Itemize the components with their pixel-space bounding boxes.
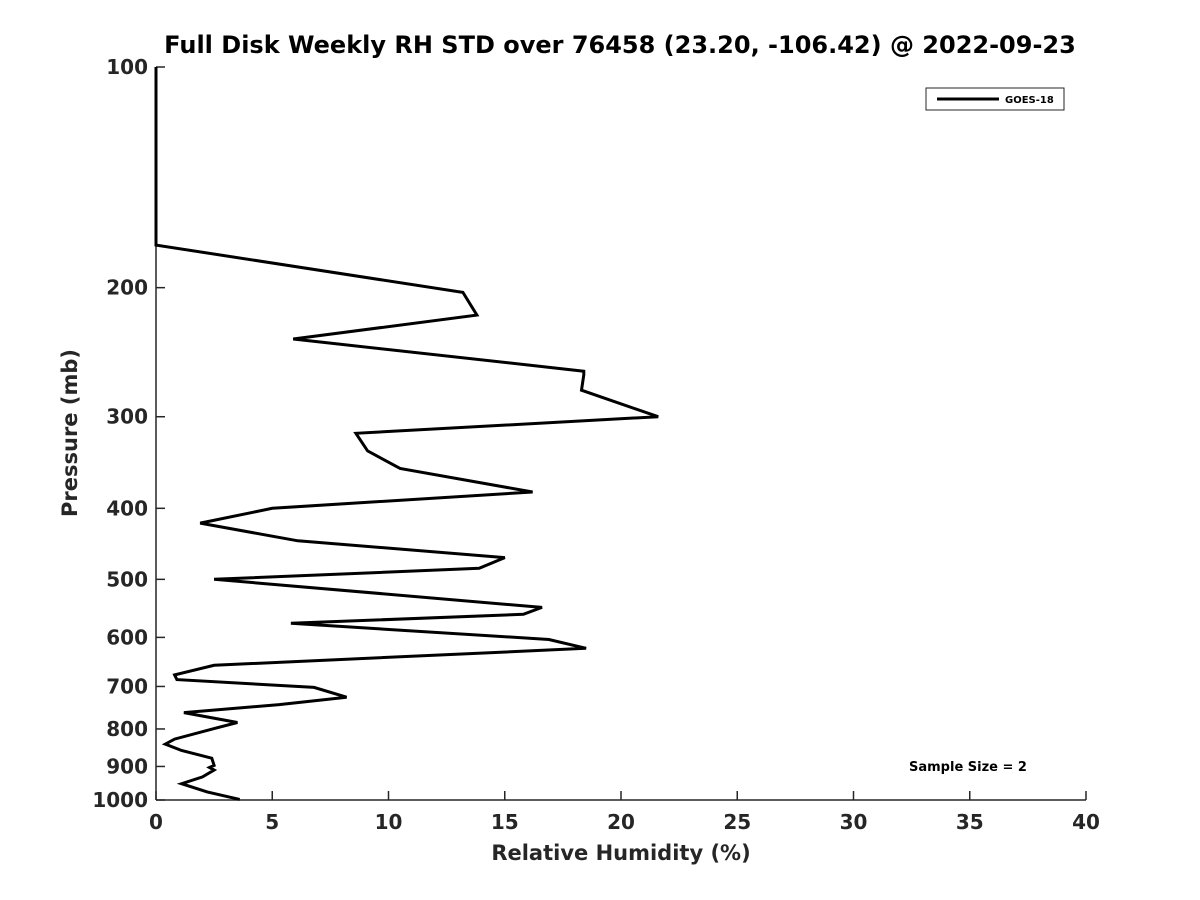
x-tick-label: 20 (607, 810, 635, 834)
x-tick-label: 10 (375, 810, 403, 834)
y-tick-label: 900 (106, 754, 148, 778)
chart-title: Full Disk Weekly RH STD over 76458 (23.2… (164, 31, 1076, 59)
y-tick-label: 500 (106, 567, 148, 591)
sample-size-annotation: Sample Size = 2 (909, 760, 1027, 775)
y-tick-label: 200 (106, 276, 148, 300)
legend-label-goes-18: GOES-18 (1005, 95, 1054, 106)
y-axis-ticks: 100 200 300 400 500 600 700 800 900 1000 (92, 55, 165, 812)
y-tick-label: 100 (106, 55, 148, 79)
y-tick-label: 1000 (92, 788, 148, 812)
axes (155, 67, 1086, 801)
y-axis-label: Pressure (mb) (58, 349, 82, 517)
series-layer (154, 67, 659, 801)
x-tick-label: 15 (491, 810, 519, 834)
x-axis-label: Relative Humidity (%) (491, 841, 750, 865)
y-tick-label: 300 (106, 405, 148, 429)
x-tick-label: 30 (840, 810, 868, 834)
y-tick-label: 700 (106, 674, 148, 698)
x-tick-label: 0 (149, 810, 163, 834)
y-tick-label: 600 (106, 625, 148, 649)
x-tick-label: 40 (1072, 810, 1100, 834)
legend: GOES-18 (925, 87, 1065, 111)
y-tick-label: 400 (106, 496, 148, 520)
x-tick-label: 5 (265, 810, 279, 834)
y-tick-label: 800 (106, 717, 148, 741)
x-axis-ticks: 0 5 10 15 20 25 30 35 40 (149, 791, 1100, 834)
x-tick-label: 25 (723, 810, 751, 834)
x-tick-label: 35 (956, 810, 984, 834)
series-line-goes-18 (154, 67, 659, 801)
